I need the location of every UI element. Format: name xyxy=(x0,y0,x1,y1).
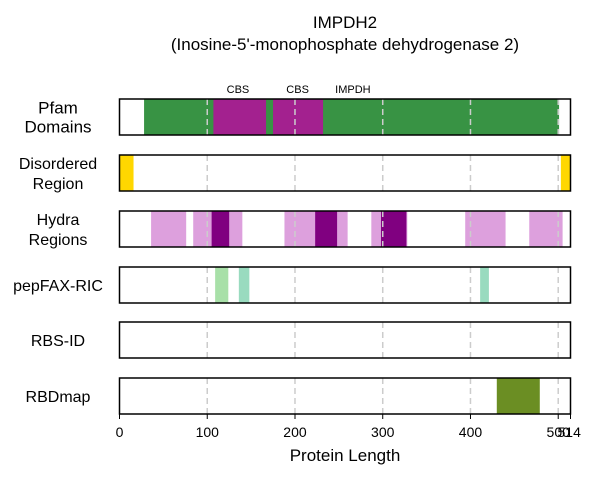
segment-pepfax-ric-2 xyxy=(480,267,489,303)
domain-label-1: CBS xyxy=(286,84,309,96)
track-label-disordered-region-line-1: Region xyxy=(33,176,84,193)
track-rbdmap: RBDmap xyxy=(26,377,572,415)
chart-title: IMPDH2 xyxy=(313,13,377,32)
track-frame-rbdmap xyxy=(118,377,572,415)
track-frame-rbs-id xyxy=(118,321,572,359)
segment-pfam-domains-2 xyxy=(273,99,324,135)
segment-hydra-regions-8 xyxy=(529,211,563,247)
segment-pfam-domains-0 xyxy=(144,99,560,135)
segment-disordered-region-1 xyxy=(560,155,571,191)
x-tick-label-200: 200 xyxy=(283,424,307,440)
track-hydra-regions: Hydra Regions xyxy=(29,210,572,249)
track-frame-hydra-regions xyxy=(118,210,572,248)
segment-pfam-domains-1 xyxy=(213,99,267,135)
track-label-disordered-region-line-0: Disordered xyxy=(19,156,97,173)
track-label-rbs-id-line-0: RBS-ID xyxy=(31,333,85,350)
track-pepfax-ric: pepFAX-RIC xyxy=(13,266,572,304)
track-disordered-region: Disordered Region xyxy=(19,154,572,193)
segment-rbdmap-0 xyxy=(496,378,540,414)
segment-hydra-regions-2 xyxy=(211,211,230,247)
x-axis-label: Protein Length xyxy=(290,446,401,465)
x-tick-label-0: 0 xyxy=(116,424,124,440)
track-label-pfam-domains-line-0: Pfam xyxy=(38,99,78,118)
x-tick-label-500: 500 xyxy=(547,424,571,440)
track-frame-pfam-domains xyxy=(118,98,572,136)
track-label-rbdmap-line-0: RBDmap xyxy=(26,389,91,406)
track-label-hydra-regions-line-0: Hydra xyxy=(37,212,80,229)
x-tick-label-514: 514 xyxy=(558,424,582,440)
segment-hydra-regions-7 xyxy=(465,211,506,247)
x-tick-label-400: 400 xyxy=(459,424,483,440)
segment-disordered-region-0 xyxy=(119,155,134,191)
segment-hydra-regions-4 xyxy=(315,211,338,247)
chart-subtitle: (Inosine-5'-monophosphate dehydrogenase … xyxy=(171,35,519,54)
segment-hydra-regions-6 xyxy=(380,211,407,247)
domain-label-0: CBS xyxy=(227,84,250,96)
track-label-pfam-domains-line-1: Domains xyxy=(24,118,91,137)
x-tick-label-100: 100 xyxy=(196,424,220,440)
track-rbs-id: RBS-ID xyxy=(31,321,572,359)
track-frame-disordered-region xyxy=(118,154,572,192)
track-frame-pepfax-ric xyxy=(118,266,572,304)
domain-label-2: IMPDH xyxy=(335,84,371,96)
segment-pepfax-ric-1 xyxy=(238,267,250,303)
segment-hydra-regions-0 xyxy=(151,211,187,247)
segment-pepfax-ric-0 xyxy=(215,267,229,303)
track-label-hydra-regions-line-1: Regions xyxy=(29,232,88,249)
x-tick-label-300: 300 xyxy=(371,424,395,440)
track-label-pepfax-ric-line-0: pepFAX-RIC xyxy=(13,278,103,295)
